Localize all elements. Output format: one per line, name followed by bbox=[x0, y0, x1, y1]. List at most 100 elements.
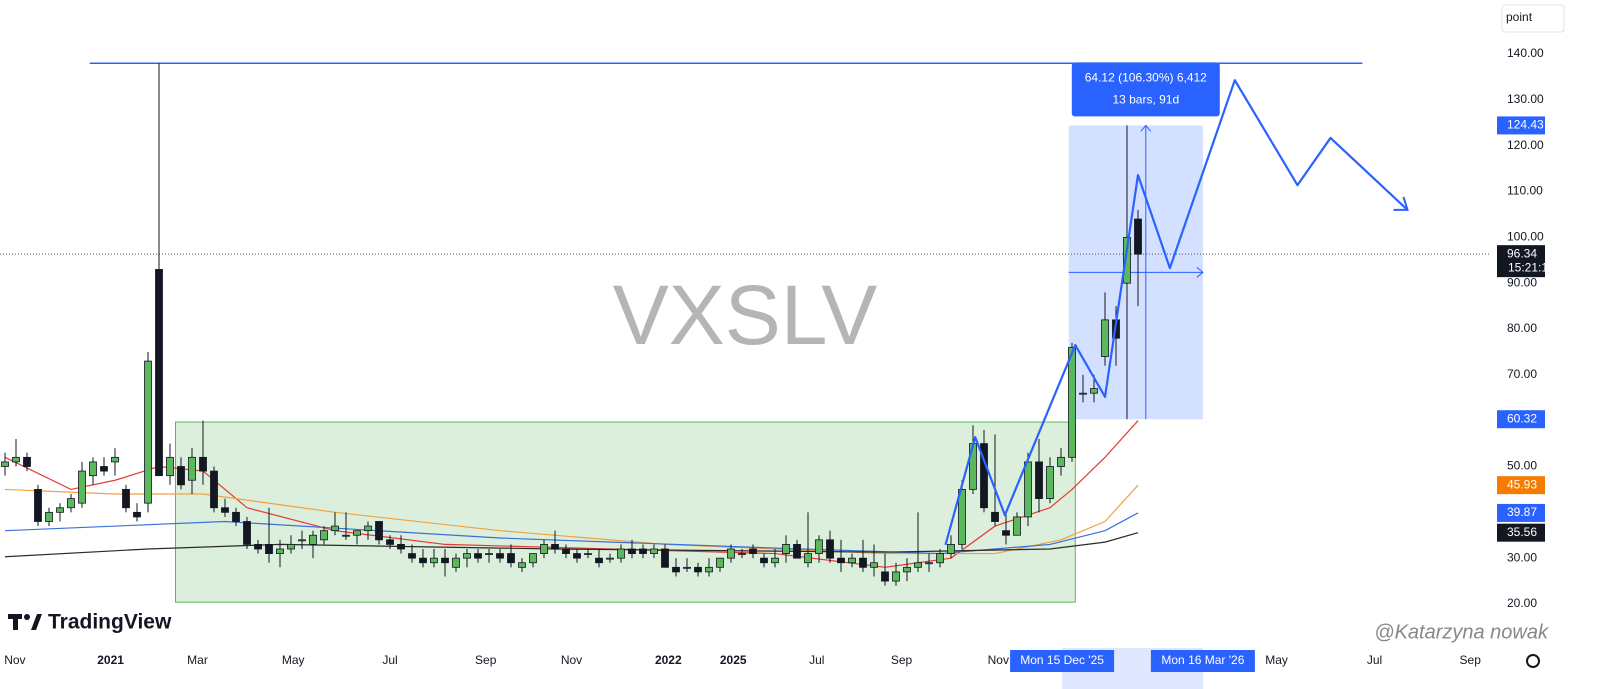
x-range-label-box bbox=[1010, 650, 1115, 672]
candle-body bbox=[1046, 466, 1054, 499]
symbol-watermark: VXSLV bbox=[613, 268, 878, 362]
candle-body bbox=[353, 530, 361, 536]
logo-part bbox=[13, 614, 18, 630]
candle-body bbox=[397, 544, 405, 550]
candle-body bbox=[496, 553, 504, 559]
candle-body bbox=[892, 571, 900, 582]
x-tick-label: May bbox=[282, 653, 305, 667]
measure-label: 13 bars, 91d bbox=[1112, 93, 1179, 107]
price-label-box bbox=[1497, 476, 1545, 495]
y-tick-label: 90.00 bbox=[1507, 275, 1537, 289]
candle-body bbox=[386, 539, 394, 545]
candle-body bbox=[100, 466, 108, 472]
candle-body bbox=[617, 548, 625, 559]
candle-body bbox=[694, 566, 702, 573]
candle-body bbox=[276, 548, 284, 554]
unit-button[interactable]: point bbox=[1501, 4, 1565, 33]
measure-label: 64.12 (106.30%) 6,412 bbox=[1085, 71, 1207, 85]
candle-body bbox=[991, 511, 999, 522]
candle-body bbox=[111, 456, 119, 463]
candle-body bbox=[122, 489, 130, 509]
y-tick-label: 80.00 bbox=[1507, 321, 1537, 335]
candle-body bbox=[34, 489, 42, 522]
candle-body bbox=[1002, 530, 1010, 536]
candle-body bbox=[1, 461, 9, 467]
candle-body bbox=[573, 553, 581, 559]
candle-body bbox=[870, 562, 878, 568]
candle-body bbox=[716, 557, 724, 568]
author-watermark: @Katarzyna nowak bbox=[1374, 621, 1549, 643]
y-tick-label: 30.00 bbox=[1507, 550, 1537, 564]
candle-body bbox=[815, 539, 823, 554]
candle-body bbox=[1123, 236, 1131, 284]
price-label-box bbox=[1497, 245, 1545, 278]
settings-button[interactable] bbox=[1526, 654, 1540, 668]
candle-body bbox=[56, 507, 64, 513]
price-label: 45.93 bbox=[1507, 477, 1537, 491]
brand-logo: TradingView bbox=[8, 611, 172, 634]
price-label-box bbox=[1497, 410, 1545, 429]
price-label: 124.43 bbox=[1507, 118, 1544, 132]
price-label: 35.56 bbox=[1507, 525, 1537, 539]
candle-body bbox=[936, 553, 944, 564]
candle-body bbox=[958, 489, 966, 545]
candle-body bbox=[551, 544, 559, 550]
candle-body bbox=[518, 562, 526, 568]
candle-body bbox=[683, 566, 691, 569]
candle-body bbox=[441, 557, 449, 564]
projection-line bbox=[944, 79, 1409, 546]
price-label: 96.34 bbox=[1507, 246, 1537, 260]
candle-body bbox=[804, 553, 812, 564]
candle-body bbox=[727, 548, 735, 559]
candle-body bbox=[749, 548, 757, 554]
candle-body bbox=[265, 544, 273, 554]
candle-body bbox=[1068, 346, 1076, 458]
x-range-label: Mon 16 Mar '26 bbox=[1161, 653, 1244, 667]
candle-body bbox=[309, 534, 317, 545]
unit-button-label[interactable]: point bbox=[1506, 10, 1533, 24]
settings-icon[interactable] bbox=[1526, 654, 1540, 668]
candle-body bbox=[562, 548, 570, 554]
candle-body bbox=[331, 525, 339, 532]
x-tick-label: Jul bbox=[809, 653, 824, 667]
candle-body bbox=[463, 553, 471, 559]
candle-body bbox=[595, 557, 603, 564]
candle-body bbox=[320, 530, 328, 541]
x-tick-label: Nov bbox=[4, 653, 25, 667]
candle-body bbox=[672, 566, 680, 573]
candle-body bbox=[375, 521, 383, 541]
candle-body bbox=[903, 566, 911, 573]
candle-body bbox=[925, 562, 933, 565]
candle-body bbox=[199, 456, 207, 472]
y-tick-label: 110.00 bbox=[1507, 184, 1543, 198]
x-tick-label: Sep bbox=[891, 653, 913, 667]
candle-body bbox=[1057, 456, 1065, 467]
projection-arrowhead bbox=[1393, 196, 1409, 211]
candle-body bbox=[661, 548, 669, 568]
consolidation-zone bbox=[174, 421, 1076, 603]
candle-body bbox=[298, 539, 306, 542]
unit-button-box[interactable] bbox=[1501, 4, 1565, 33]
candle-body bbox=[23, 456, 31, 467]
candle-body bbox=[133, 511, 141, 518]
candle-body bbox=[67, 498, 75, 509]
candle-body bbox=[628, 548, 636, 554]
candle-body bbox=[188, 456, 196, 481]
y-tick-label: 20.00 bbox=[1507, 596, 1537, 610]
measure-arrowhead bbox=[1196, 266, 1204, 278]
candle-body bbox=[606, 557, 614, 560]
logo-part bbox=[31, 614, 42, 630]
candle-body bbox=[529, 553, 537, 564]
y-tick-label: 100.00 bbox=[1507, 230, 1544, 244]
y-tick-label: 50.00 bbox=[1507, 459, 1537, 473]
y-tick-label: 70.00 bbox=[1507, 367, 1537, 381]
candle-body bbox=[1024, 461, 1032, 518]
x-tick-label: 2025 bbox=[720, 653, 747, 667]
candle-body bbox=[408, 553, 416, 559]
candle-body bbox=[166, 456, 174, 477]
candle-body bbox=[342, 534, 350, 537]
price-label-box bbox=[1497, 503, 1545, 522]
candle-body bbox=[848, 557, 856, 564]
